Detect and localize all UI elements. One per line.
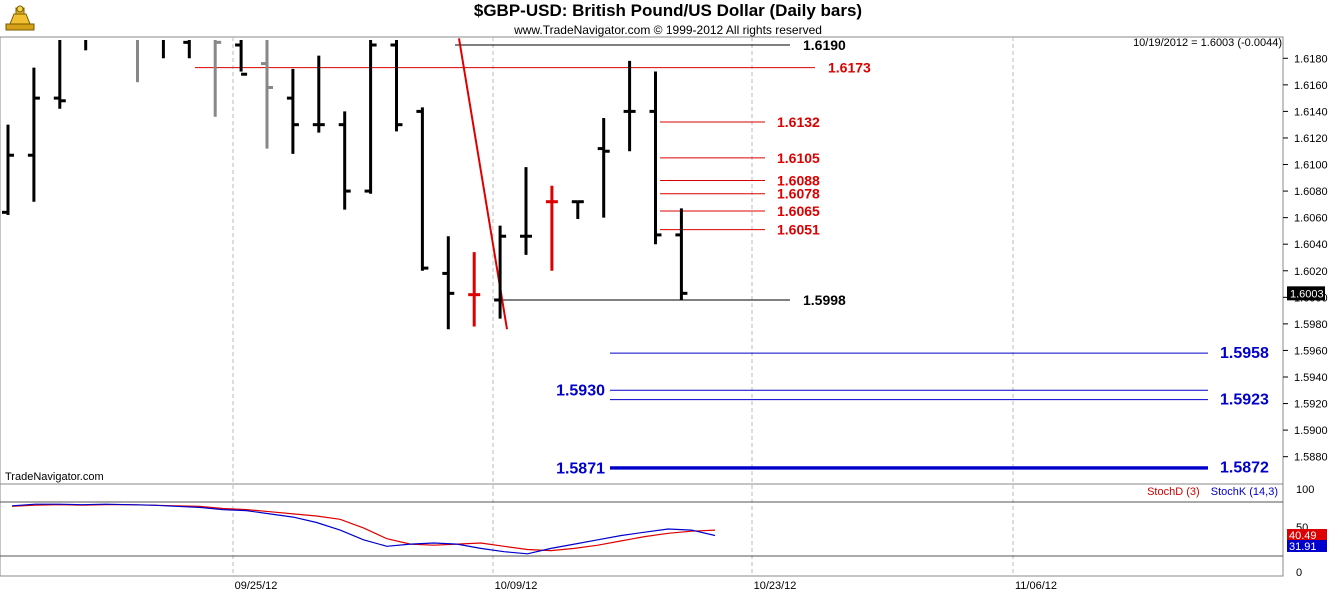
stoch-y-tick-label: 0 bbox=[1296, 567, 1302, 579]
y-tick-label: 1.6140 bbox=[1294, 106, 1328, 118]
y-tick-label: 1.5940 bbox=[1294, 372, 1328, 384]
y-tick-label: 1.5880 bbox=[1294, 452, 1328, 464]
y-tick-label: 1.6160 bbox=[1294, 80, 1328, 92]
level-label: 1.6051 bbox=[777, 222, 820, 238]
y-tick-label: 1.5900 bbox=[1294, 425, 1328, 437]
level-label: 1.6173 bbox=[828, 60, 871, 76]
copyright-text: www.TradeNavigator.com © 1999-2012 All r… bbox=[514, 23, 822, 37]
level-label: 1.5871 bbox=[556, 461, 605, 478]
level-label: 1.6105 bbox=[777, 150, 820, 166]
stoch-value-tag-bg bbox=[1287, 529, 1327, 541]
y-tick-label: 1.6120 bbox=[1294, 133, 1328, 145]
y-tick-label: 1.5920 bbox=[1294, 399, 1328, 411]
y-tick-label: 1.5960 bbox=[1294, 345, 1328, 357]
level-label: 1.6190 bbox=[803, 37, 846, 53]
last-price-tag-bg bbox=[1287, 286, 1325, 301]
stochastic-legend: StochD (3) StochK (14,3) bbox=[1147, 486, 1278, 498]
legend-stoch-d: StochD (3) bbox=[1147, 486, 1200, 498]
y-tick-label: 1.5980 bbox=[1294, 319, 1328, 331]
stoch-k-line bbox=[11, 503, 716, 555]
y-tick-label: 1.6180 bbox=[1294, 53, 1328, 65]
y-tick-label: 1.6020 bbox=[1294, 266, 1328, 278]
stochastic-panel-frame bbox=[0, 483, 1284, 577]
level-label: 1.5958 bbox=[1220, 345, 1269, 362]
legend-stoch-k: StochK (14,3) bbox=[1210, 486, 1278, 498]
chart-title: $GBP-USD: British Pound/US Dollar (Daily… bbox=[473, 1, 863, 20]
y-tick-label: 1.6080 bbox=[1294, 186, 1328, 198]
level-label: 1.5923 bbox=[1220, 392, 1269, 409]
level-label: 1.5998 bbox=[803, 292, 846, 308]
stoch-value-tag: 40.49 bbox=[1289, 530, 1317, 542]
x-tick-label: 09/25/12 bbox=[235, 580, 278, 592]
stoch-value-tag-bg bbox=[1287, 540, 1327, 552]
level-label: 1.5930 bbox=[556, 382, 605, 399]
price-panel-frame bbox=[0, 36, 1284, 485]
x-tick-label: 10/23/12 bbox=[754, 580, 797, 592]
level-label: 1.6065 bbox=[777, 203, 820, 219]
x-tick-label: 10/09/12 bbox=[495, 580, 538, 592]
last-price-tag: 1.6003 bbox=[1290, 288, 1324, 300]
stoch-y-tick-label: 100 bbox=[1296, 484, 1314, 496]
x-tick-label: 11/06/12 bbox=[1015, 580, 1057, 592]
level-label: 1.6078 bbox=[777, 186, 820, 202]
stoch-value-tag: 31.91 bbox=[1289, 541, 1317, 553]
level-label: 1.6088 bbox=[777, 172, 820, 188]
stoch-d-line bbox=[11, 504, 716, 552]
trade-navigator-logo-icon bbox=[5, 5, 35, 31]
y-tick-label: 1.6100 bbox=[1294, 160, 1328, 172]
watermark-text: TradeNavigator.com bbox=[5, 471, 104, 483]
level-label: 1.6132 bbox=[777, 114, 820, 130]
y-tick-label: 1.6040 bbox=[1294, 239, 1328, 251]
last-quote-text: 10/19/2012 = 1.6003 (-0.0044) bbox=[1133, 37, 1282, 49]
level-label: 1.5872 bbox=[1220, 459, 1269, 476]
y-tick-label: 1.6060 bbox=[1294, 213, 1328, 225]
